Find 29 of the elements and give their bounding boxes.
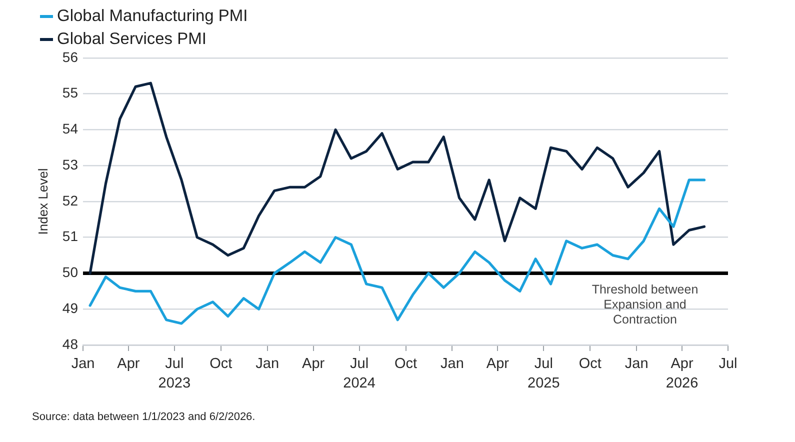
y-tick-label: 48 (62, 336, 78, 352)
y-tick-label: 52 (62, 192, 78, 208)
y-tick-label: 49 (62, 300, 78, 316)
x-tick-label: Jan (71, 356, 95, 372)
y-tick-label: 50 (62, 264, 78, 280)
x-tick-label: Jul (718, 356, 738, 372)
legend-label: Global Services PMI (57, 30, 206, 49)
x-tick-label: Jul 2023 (158, 356, 191, 392)
y-axis-title: Index Level (35, 168, 50, 235)
x-tick-label: Apr 2026 (666, 356, 698, 392)
y-tick-label: 53 (62, 156, 78, 172)
source-note: Source: data between 1/1/2023 and 6/2/2026. (32, 411, 256, 423)
x-tick-label: Oct (210, 356, 232, 372)
x-tick-label: Oct (394, 356, 418, 372)
x-tick-label: Oct (578, 356, 602, 372)
x-tick-label: Apr (486, 356, 510, 372)
x-tick-label: Jan (440, 356, 464, 372)
y-tick-label: 56 (62, 48, 78, 65)
y-tick-label: 51 (62, 228, 78, 244)
x-tick-label: Apr (302, 356, 325, 372)
x-tick-label: Apr (117, 356, 140, 372)
x-tick-label: Jan (624, 356, 648, 372)
x-tick-label: Jul 2024 (343, 356, 376, 392)
y-tick-label: 55 (62, 84, 78, 101)
x-tick-label: Jan (256, 356, 280, 372)
y-tick-label: 54 (62, 120, 78, 137)
ref-line-label: Threshold between Expansion and Contraction (592, 282, 698, 327)
legend-label: Global Manufacturing PMI (57, 7, 248, 26)
x-tick-label: Jul 2025 (528, 356, 560, 392)
